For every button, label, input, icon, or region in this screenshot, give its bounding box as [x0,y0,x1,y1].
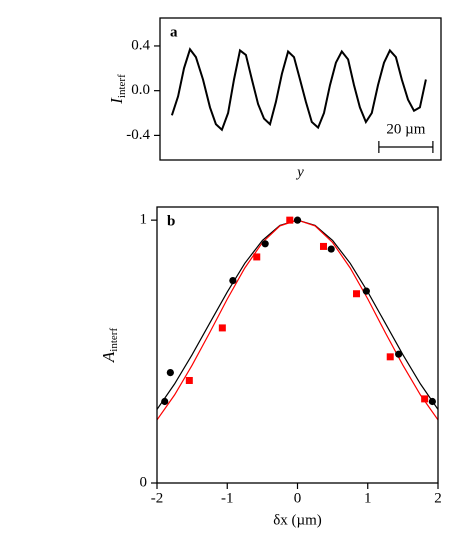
panel-label: b [167,213,175,229]
panel-label: a [170,24,178,40]
data-line [157,219,438,421]
data-point [293,216,302,224]
y-tick-label: 0.0 [131,82,150,98]
data-point [319,242,327,250]
data-line [170,47,427,132]
x-tick-label: 2 [434,490,442,506]
x-tick-label: 1 [364,490,372,506]
data-point [327,245,335,253]
scale-bar-label: 20 µm [386,121,425,137]
data-point [218,324,226,332]
y-axis-subscript: interf [108,328,120,352]
x-tick-label: 0 [294,490,302,506]
x-tick-label: -2 [151,490,164,506]
data-line [157,219,438,410]
frame [159,17,442,161]
data-point [166,369,174,377]
data-point [395,350,403,358]
y-axis-label: Iinterf [107,74,128,105]
data-point [428,397,436,406]
plot-area [157,219,438,421]
y-tick-label: 0.4 [131,37,150,53]
x-axis-label: δx (µm) [273,512,322,528]
data-point [386,353,394,361]
data-point [353,290,361,298]
x-axis-label: y [295,164,304,180]
data-point [253,253,261,261]
plot-area [170,47,427,132]
data-point [185,376,193,384]
data-point [229,277,237,285]
y-tick-label: 1 [140,212,148,228]
frame [156,206,439,484]
y-axis-subscript: interf [116,74,128,98]
y-tick-label: -0.4 [126,127,150,143]
data-point [286,216,294,224]
data-point [161,397,169,406]
y-tick-label: 0 [140,474,148,490]
data-point [362,287,370,295]
y-axis-symbol: A [99,351,118,363]
data-point [261,240,269,248]
y-axis-label: Ainterf [99,328,120,364]
y-axis-symbol: I [107,97,126,105]
x-tick-label: -1 [221,490,234,506]
data-point [421,395,429,403]
